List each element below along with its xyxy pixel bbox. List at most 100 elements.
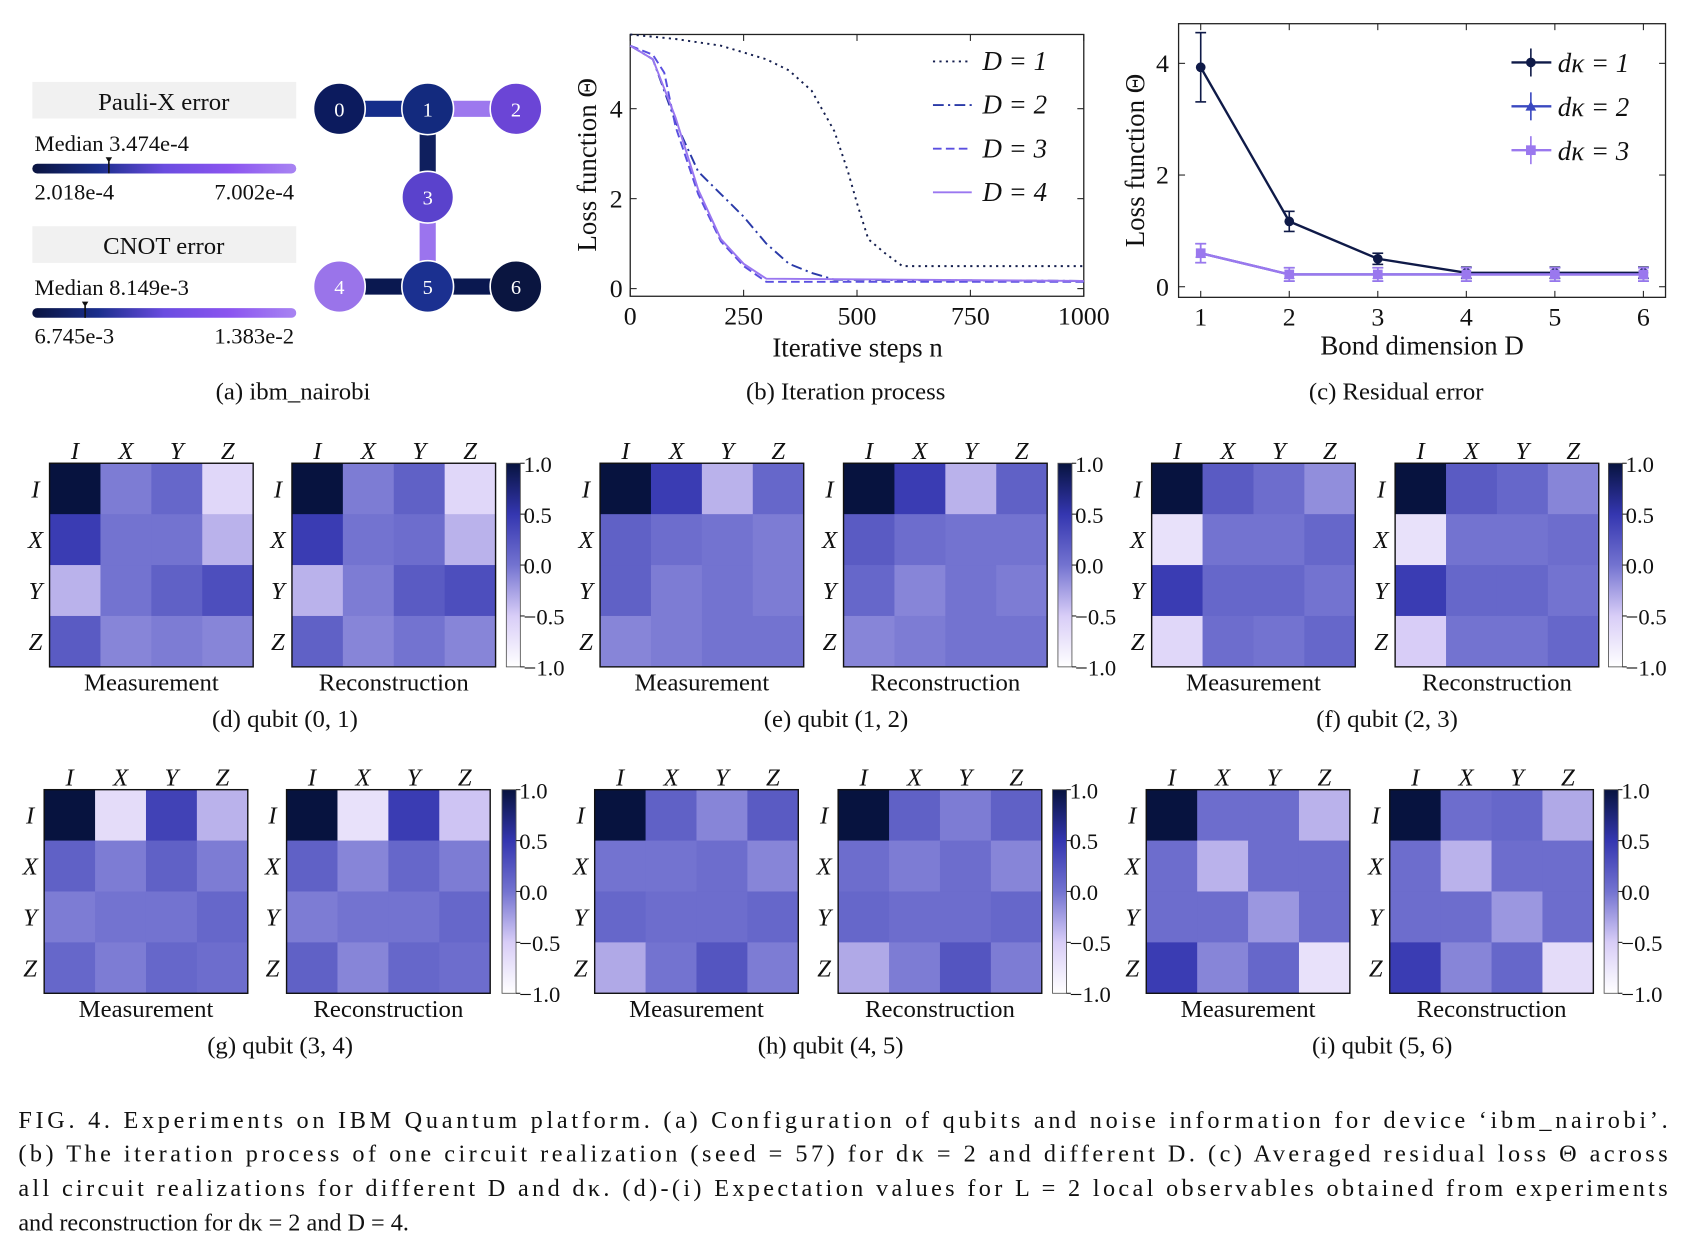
colorbar-tick-label: −1.0: [1621, 982, 1662, 1007]
row-label: Z: [1131, 629, 1145, 656]
qubit-circle: [312, 259, 367, 314]
heatmap-cell: [1395, 615, 1447, 668]
colorbar: 1.0 0.5 0.0 −0.5 −1.0: [501, 778, 560, 1007]
row-label: I: [576, 803, 587, 830]
heatmap-cell: [650, 463, 703, 515]
heatmap-cell: [286, 789, 339, 842]
legend-label: dκ = 3: [1558, 136, 1629, 166]
heatmap-frame: [837, 788, 1043, 994]
heatmap-cell: [1253, 463, 1305, 515]
heatmap-cell: [838, 942, 890, 994]
heatmap-cell: [701, 565, 754, 617]
column-label: Z: [1323, 438, 1337, 465]
qubit-circle: [489, 259, 543, 314]
row-label: Y: [1369, 905, 1385, 932]
legend-title-box: [32, 226, 297, 263]
row-label: X: [1129, 527, 1146, 554]
x-tick-label: 5: [1548, 302, 1561, 331]
row-label: Z: [1374, 629, 1388, 656]
heatmap-cell: [594, 891, 647, 943]
caption-line: all circuit realizations for different D…: [18, 1175, 1667, 1202]
heatmap-cell: [342, 615, 395, 668]
qubit-node: 1: [401, 82, 455, 136]
heatmap-cell: [1446, 615, 1498, 668]
heatmap-cell: [1298, 840, 1351, 893]
heatmap-cell: [650, 514, 703, 566]
reconstruction-label: Reconstruction: [313, 996, 464, 1023]
x-tick-label: 1000: [1058, 301, 1110, 330]
heatmap-cell: [393, 463, 446, 515]
row-label: I: [267, 803, 278, 830]
column-label: X: [911, 438, 928, 465]
series-line-1: [630, 33, 1084, 268]
data-point: [1195, 62, 1206, 73]
heatmap-frame: [842, 462, 1048, 668]
colorbar-gradient: [501, 789, 517, 994]
heatmap-cell: [1395, 463, 1447, 515]
colorbar: 1.0 0.5 0.0 −0.5 −1.0: [1052, 778, 1111, 1007]
data-point: [1526, 57, 1536, 68]
heatmap-cell: [49, 565, 101, 617]
heatmap-cell: [752, 463, 805, 515]
heatmap-cell: [95, 840, 147, 893]
heatmap-cell: [1151, 565, 1204, 617]
colorbar-tick-label: −0.5: [519, 931, 560, 956]
colorbar-tick-label: 1.0: [524, 452, 552, 477]
heatmap-cell: [1248, 789, 1300, 842]
y-tick-label: 4: [610, 94, 623, 123]
colorbar-tick-label: 0.5: [519, 829, 547, 854]
heatmap-cell: [1395, 514, 1447, 566]
heatmap-cell: [202, 565, 254, 617]
row-label: I: [824, 476, 835, 503]
plot-frame: [1177, 23, 1667, 298]
median-marker-arrow-icon: [105, 157, 113, 163]
column-label: X: [1458, 764, 1475, 791]
legend-label: D = 3: [982, 133, 1048, 163]
row-label: X: [22, 854, 39, 881]
colorbar-tick-label: 1.0: [1070, 778, 1098, 803]
heatmap-cell: [1491, 942, 1543, 994]
caption-line: and reconstruction for dκ = 2 and D = 4.: [18, 1209, 409, 1236]
column-label: I: [64, 764, 75, 791]
panel-a-device-map: Pauli-X error Median 3.474e-4 2.018e-4 7.00…: [32, 81, 543, 406]
heatmap-panel-f: IIXXYYZZMeasurementIIXXYYZZReconstructio…: [1129, 438, 1667, 733]
colorbar-tick-label: 0.0: [1075, 554, 1103, 579]
heatmap-cell: [600, 463, 652, 515]
legend-median-label: Median 3.474e-4: [34, 131, 188, 156]
heatmap-cell: [202, 514, 254, 566]
column-label: Z: [1561, 764, 1575, 791]
heatmap-cell: [1202, 463, 1254, 515]
data-point: [1526, 145, 1536, 156]
colorbar-gradient: [1603, 789, 1619, 994]
heatmap-cell: [843, 615, 895, 668]
heatmap-cell: [100, 615, 152, 668]
colorbar-tick-label: 0.5: [524, 503, 552, 528]
measurement-label: Measurement: [1186, 670, 1321, 697]
noise-legend: CNOT error Median 8.149e-3 6.745e-3 1.383e-…: [32, 226, 297, 349]
heatmap-frame: [1145, 788, 1351, 994]
heatmap-cell: [650, 615, 703, 668]
colorbar-tick-label: −0.5: [1075, 605, 1116, 630]
heatmap-cell: [95, 942, 147, 994]
row-label: X: [264, 854, 281, 881]
x-tick-label: 750: [951, 301, 990, 330]
column-label: Y: [1267, 764, 1283, 791]
heatmap-cell: [291, 463, 344, 515]
x-axis-label: Bond dimension D: [1320, 330, 1523, 360]
measurement-label: Measurement: [1181, 996, 1316, 1023]
column-label: Z: [766, 764, 780, 791]
colorbar-gradient: [1052, 789, 1067, 994]
row-label: Y: [271, 578, 287, 605]
column-label: Z: [771, 438, 785, 465]
row-label: X: [1124, 854, 1141, 881]
row-label: X: [1367, 854, 1384, 881]
heatmap-cell: [49, 514, 101, 566]
reconstruction-label: Reconstruction: [865, 996, 1016, 1023]
heatmap-cell: [388, 840, 440, 893]
heatmap-cell: [696, 942, 748, 994]
median-marker-arrow-icon: [81, 301, 89, 308]
heatmap-cell: [1151, 514, 1204, 566]
heatmap-cell: [291, 565, 344, 617]
heatmap-cell: [594, 942, 647, 994]
